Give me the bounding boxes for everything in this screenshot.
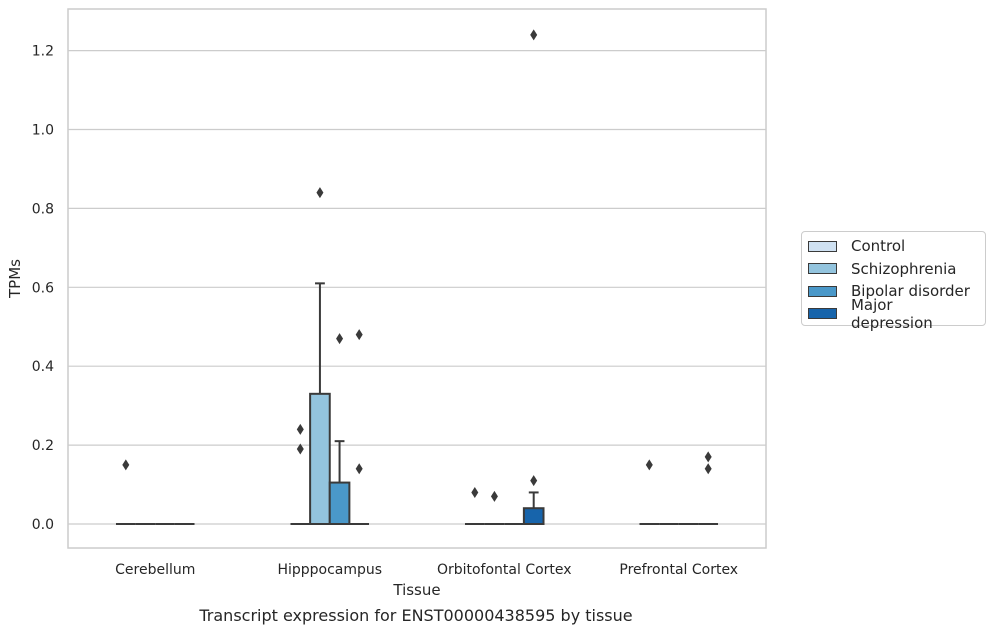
legend: Control Schizophrenia Bipolar disorder M… (801, 231, 986, 332)
legend-label-major-depression: Major depression (850, 295, 933, 332)
outlier-control-cerebellum-0 (122, 459, 130, 471)
outlier-major-depression-hipppocampus-0 (355, 329, 363, 341)
x-tick-label-prefrontal-cortex: Prefrontal Cortex (619, 562, 738, 578)
legend-item-major-depression: Major depression (808, 296, 979, 332)
x-tick-label-hipppocampus: Hipppocampus (277, 562, 382, 578)
y-tick-label-0: 0.0 (32, 517, 54, 533)
outlier-control-hipppocampus-0 (296, 423, 304, 435)
legend-item-schizophrenia: Schizophrenia (808, 258, 979, 281)
legend-label-schizophrenia: Schizophrenia (851, 259, 957, 278)
legend-swatch-control (808, 240, 837, 252)
box-major-depression-orbitofontal-cortex (522, 507, 545, 526)
y-tick-label-3: 0.6 (32, 280, 54, 296)
legend-swatch-schizophrenia (808, 263, 837, 275)
legend-swatch-bipolar-disorder (808, 285, 837, 297)
y-tick-label-2: 0.4 (32, 359, 54, 375)
outlier-control-hipppocampus-1 (296, 443, 304, 455)
outlier-control-prefrontal-cortex-0 (645, 459, 653, 471)
y-tick-label-4: 0.8 (32, 201, 54, 217)
y-axis-label: TPMs (6, 259, 24, 299)
outlier-schizophrenia-orbitofontal-cortex-0 (490, 490, 498, 502)
legend-item-control: Control (808, 235, 979, 258)
outlier-major-depression-orbitofontal-cortex-1 (530, 475, 538, 487)
outlier-major-depression-prefrontal-cortex-0 (704, 451, 712, 463)
chart-caption: Transcript expression for ENST0000043859… (199, 606, 633, 625)
plot-frame (67, 8, 767, 549)
box-schizophrenia-hipppocampus (309, 392, 331, 525)
box-bipolar-disorder-hipppocampus (328, 481, 351, 526)
x-tick-label-orbitofontal-cortex: Orbitofontal Cortex (437, 562, 572, 578)
outlier-major-depression-prefrontal-cortex-1 (704, 463, 712, 475)
outlier-schizophrenia-hipppocampus-0 (316, 187, 324, 199)
y-tick-label-6: 1.2 (32, 44, 54, 60)
x-tick-label-cerebellum: Cerebellum (115, 562, 195, 578)
legend-label-control: Control (851, 237, 906, 256)
x-axis-label: Tissue (392, 581, 440, 599)
legend-swatch-major-depression (808, 308, 837, 320)
legend-item-bipolar-disorder: Bipolar disorder (808, 280, 979, 303)
y-tick-label-5: 1.0 (32, 123, 54, 139)
outlier-major-depression-hipppocampus-1 (355, 463, 363, 475)
outlier-bipolar-disorder-hipppocampus-0 (336, 333, 344, 345)
outlier-major-depression-orbitofontal-cortex-0 (530, 29, 538, 41)
outlier-control-orbitofontal-cortex-0 (471, 486, 479, 498)
legend-label-bipolar-disorder: Bipolar disorder (851, 282, 970, 301)
y-tick-label-1: 0.2 (32, 438, 54, 454)
